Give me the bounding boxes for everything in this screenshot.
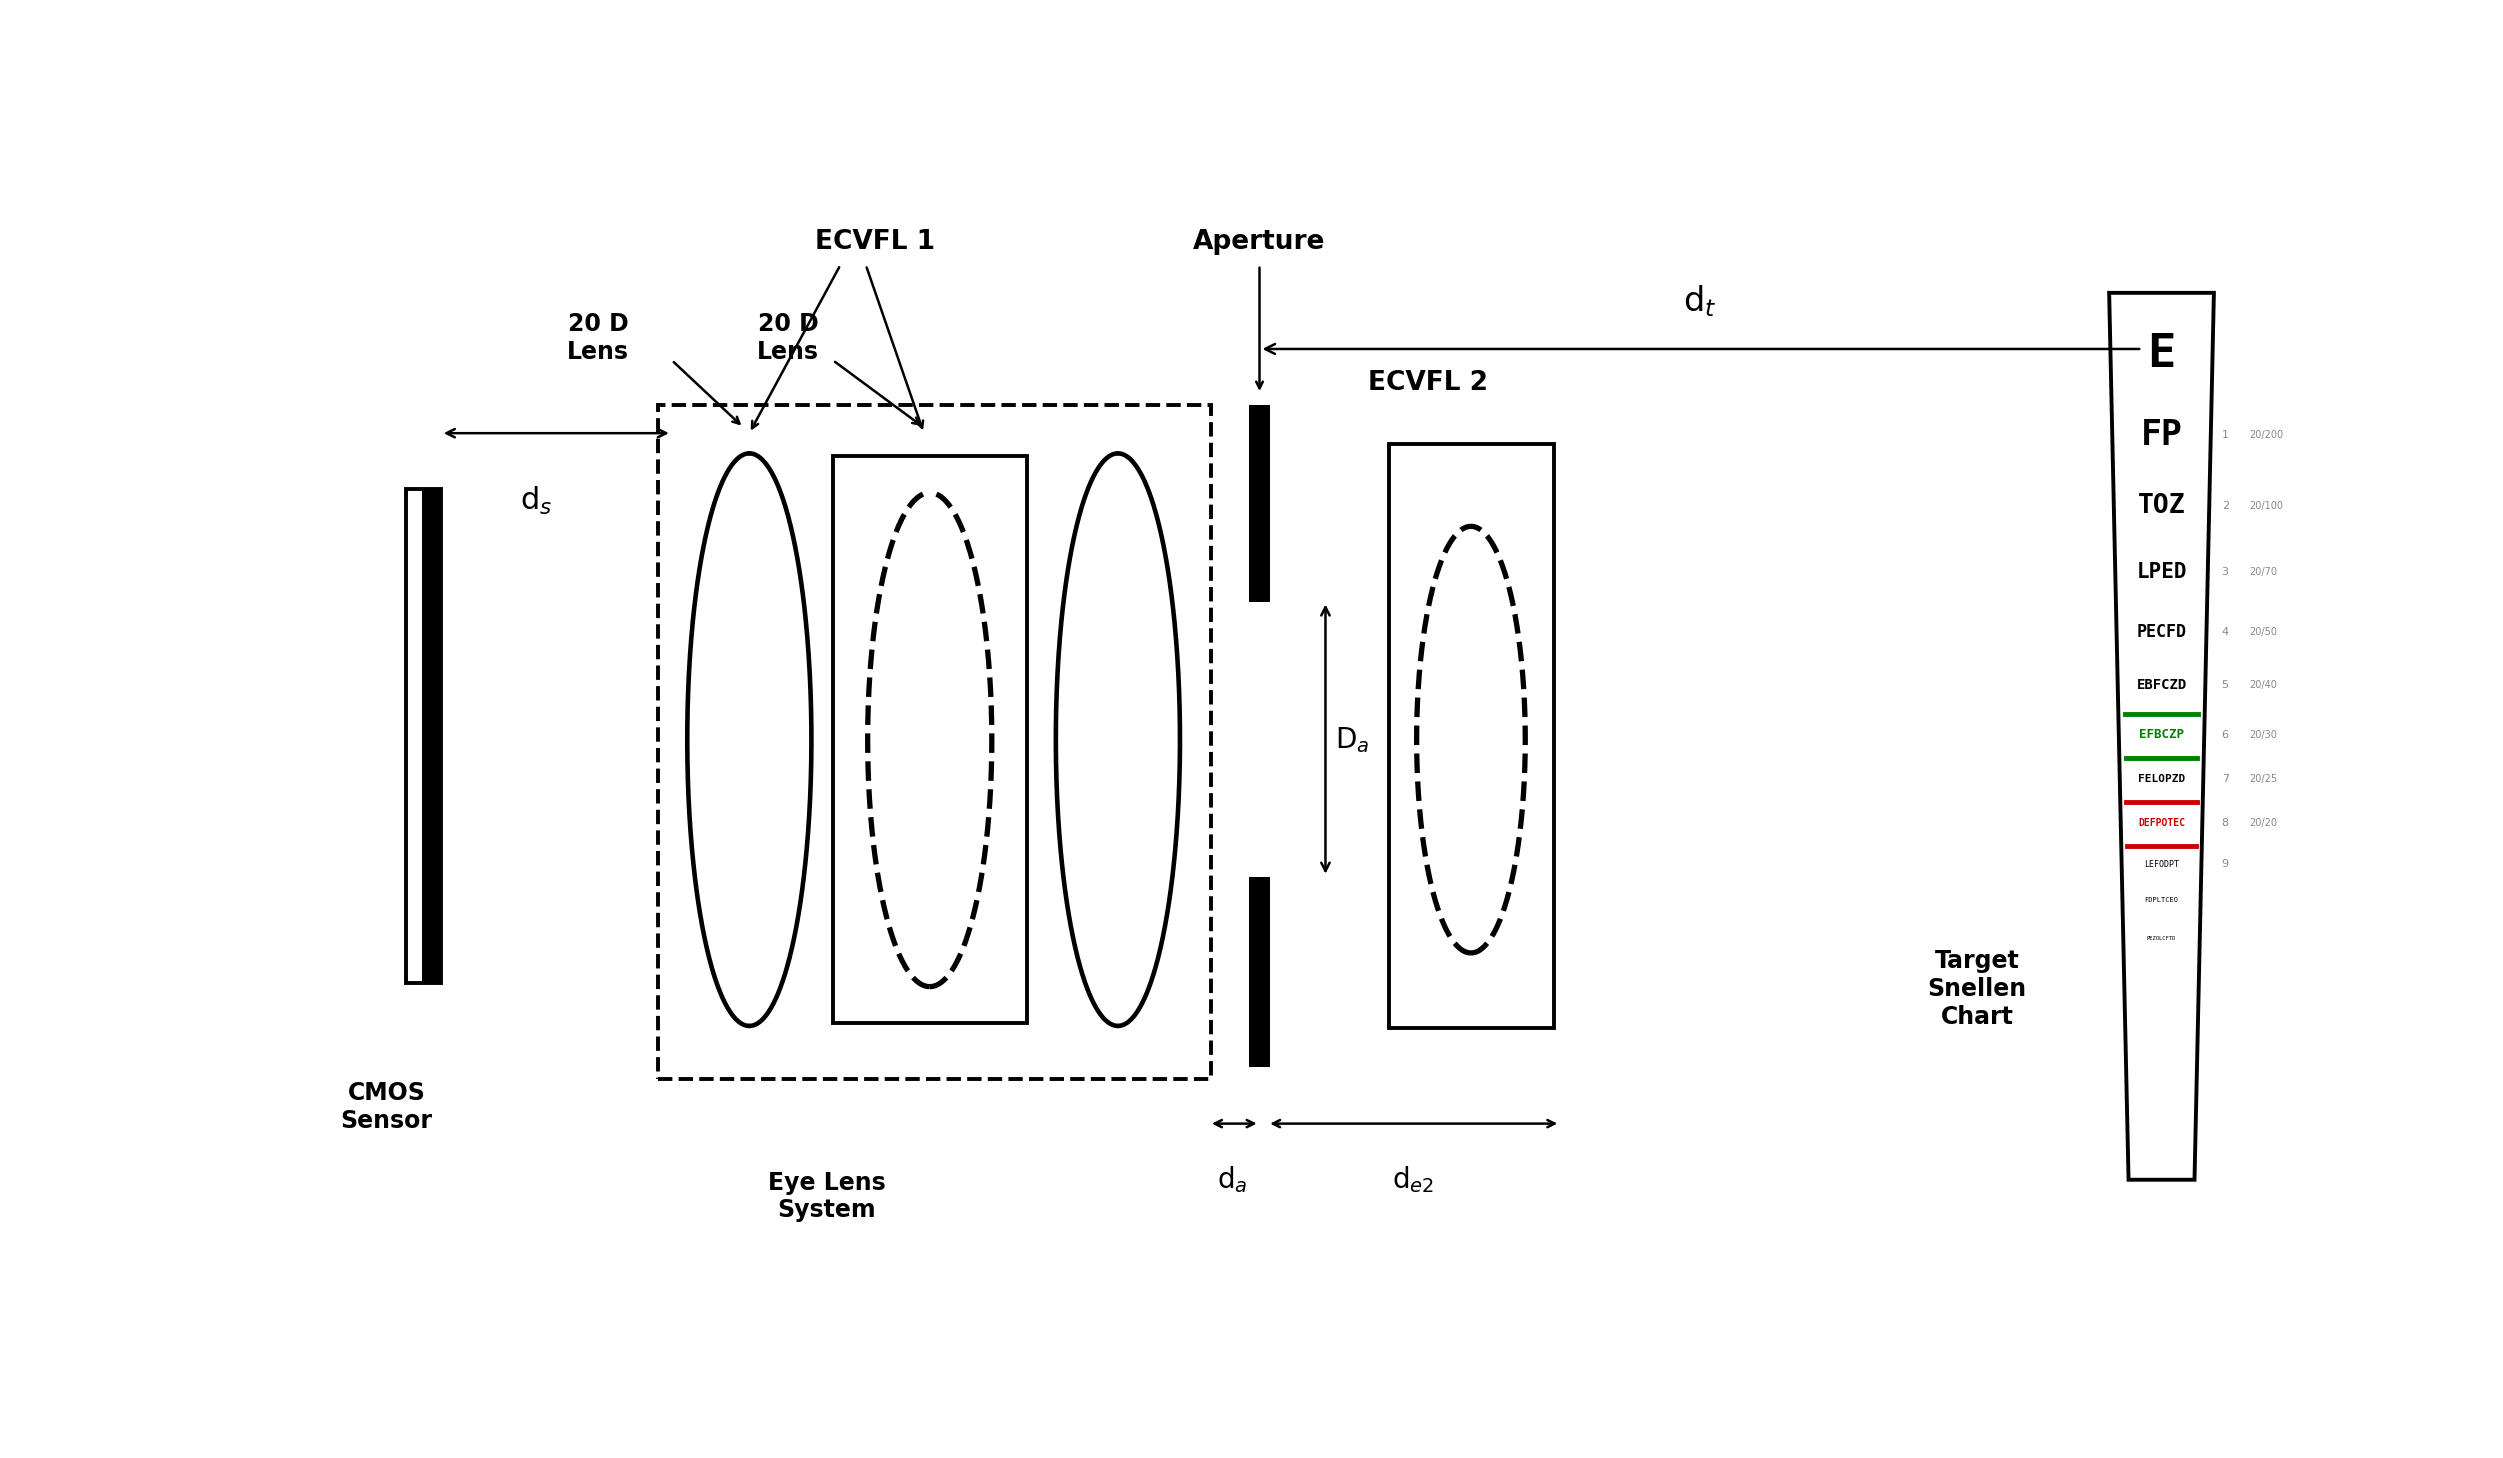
Text: 1: 1	[2223, 430, 2228, 440]
Text: EBFCZD: EBFCZD	[2138, 678, 2188, 693]
Text: Target
Snellen
Chart: Target Snellen Chart	[1927, 949, 2027, 1029]
Bar	[405, 490, 441, 983]
Text: 20/20: 20/20	[2248, 818, 2278, 828]
Text: CMOS
Sensor: CMOS Sensor	[340, 1080, 433, 1133]
Text: 20/25: 20/25	[2248, 774, 2278, 784]
Text: d$_s$: d$_s$	[521, 484, 553, 516]
Text: 20/50: 20/50	[2248, 627, 2278, 637]
Text: d$_a$: d$_a$	[1216, 1165, 1246, 1196]
Bar	[1249, 405, 1269, 602]
Text: Aperture: Aperture	[1194, 229, 1327, 255]
Text: 6: 6	[2223, 729, 2228, 739]
Bar	[1249, 876, 1269, 1067]
Text: PEZOLCFTD: PEZOLCFTD	[2148, 936, 2175, 940]
Text: FP: FP	[2140, 418, 2183, 452]
Text: D$_a$: D$_a$	[1337, 725, 1369, 755]
Text: 5: 5	[2223, 679, 2228, 690]
Text: 4: 4	[2223, 627, 2228, 637]
Polygon shape	[2110, 293, 2215, 1180]
Text: 9: 9	[2223, 859, 2228, 869]
Text: PECFD: PECFD	[2138, 623, 2188, 640]
Text: EFBCZP: EFBCZP	[2140, 728, 2185, 741]
Text: 20/40: 20/40	[2248, 679, 2278, 690]
Bar	[833, 455, 1026, 1022]
Text: 20/30: 20/30	[2248, 729, 2278, 739]
Text: Eye Lens
System: Eye Lens System	[768, 1171, 886, 1222]
Text: E: E	[2148, 332, 2175, 378]
Bar	[658, 405, 1211, 1079]
Text: ECVFL 1: ECVFL 1	[816, 229, 936, 255]
Text: d$_t$: d$_t$	[1682, 283, 1717, 318]
Bar	[421, 490, 441, 983]
Text: 20/70: 20/70	[2248, 567, 2278, 577]
Text: d$_{e2}$: d$_{e2}$	[1392, 1165, 1434, 1196]
Text: 20/200: 20/200	[2248, 430, 2283, 440]
Text: FDPLTCEO: FDPLTCEO	[2145, 897, 2178, 904]
Text: ECVFL 2: ECVFL 2	[1369, 370, 1489, 395]
Text: 7: 7	[2223, 774, 2228, 784]
Text: TOZ: TOZ	[2138, 493, 2185, 519]
Text: DEFPOTEC: DEFPOTEC	[2138, 818, 2185, 828]
Bar	[1389, 445, 1554, 1028]
Text: 3: 3	[2223, 567, 2228, 577]
Text: 8: 8	[2223, 818, 2228, 828]
Text: LEFODPT: LEFODPT	[2145, 860, 2180, 869]
Text: FELOPZD: FELOPZD	[2138, 774, 2185, 784]
Text: 2: 2	[2223, 500, 2228, 510]
Text: 20/100: 20/100	[2248, 500, 2283, 510]
Text: 20 D
Lens: 20 D Lens	[568, 312, 628, 363]
Bar	[405, 490, 441, 983]
Text: 20 D
Lens: 20 D Lens	[756, 312, 818, 363]
Text: LPED: LPED	[2135, 563, 2188, 582]
